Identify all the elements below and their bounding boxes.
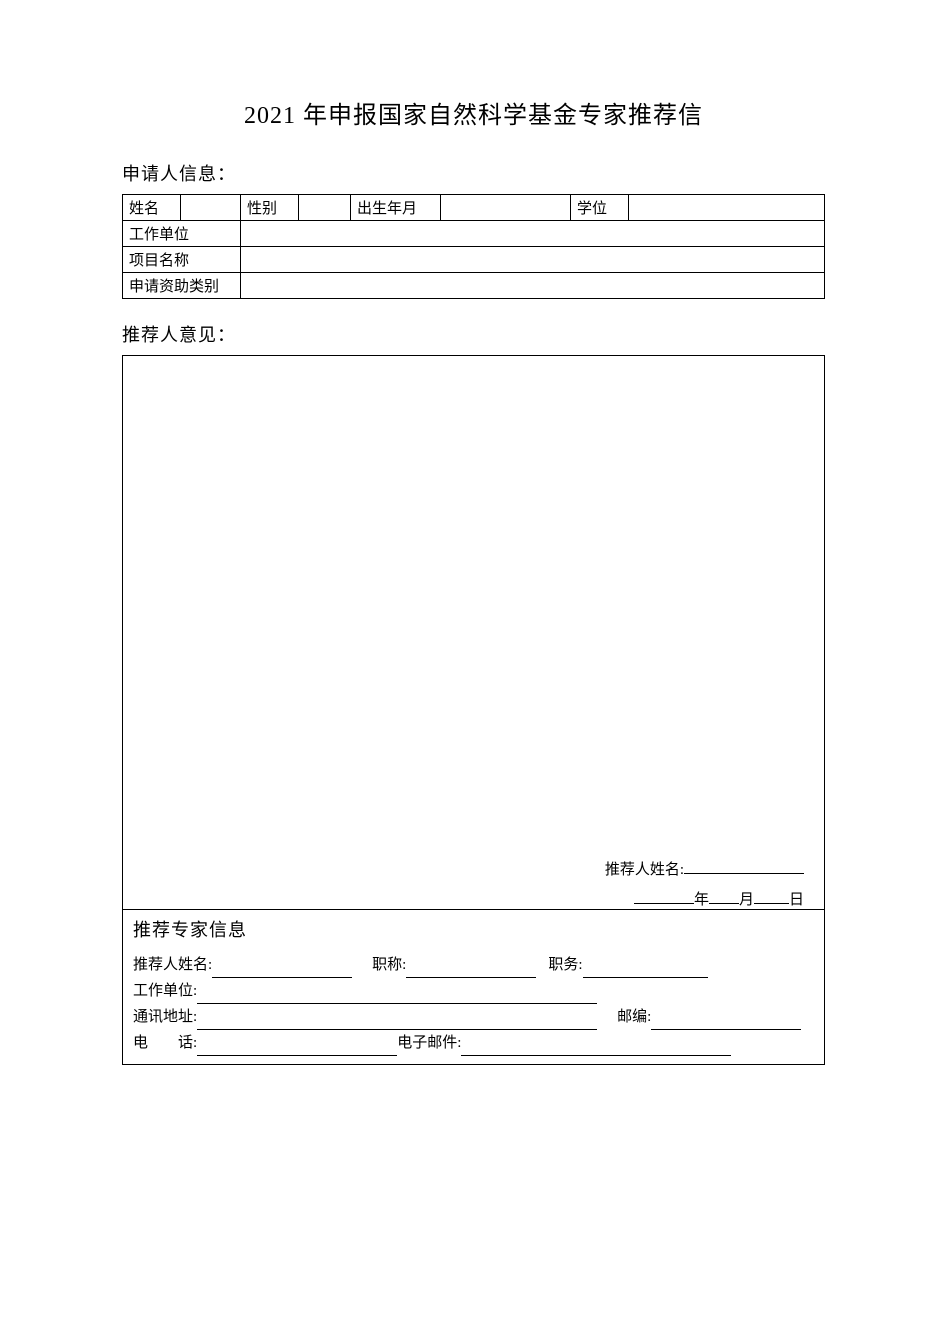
applicant-section-heading: 申请人信息： xyxy=(122,160,825,186)
opinion-box: 推荐人姓名: 年 月 日 推荐专家信息 推荐人姓名: 职称: 职务: 工作单位: 通讯地… xyxy=(122,355,825,1065)
month-label: 月 xyxy=(739,892,754,908)
expert-position-value[interactable] xyxy=(583,960,708,978)
expert-name-label: 推荐人姓名: xyxy=(133,957,212,973)
value-project-name[interactable] xyxy=(241,247,825,273)
label-project-name: 项目名称 xyxy=(123,247,241,273)
year-line[interactable] xyxy=(634,903,694,904)
expert-row-1: 推荐人姓名: 职称: 职务: xyxy=(133,952,814,978)
expert-row-3: 通讯地址: 邮编: xyxy=(133,1004,814,1030)
signature-line[interactable] xyxy=(684,873,804,874)
table-row: 姓名 性别 出生年月 学位 xyxy=(123,195,825,221)
label-birthdate: 出生年月 xyxy=(351,195,441,221)
value-name[interactable] xyxy=(181,195,241,221)
document-title: 2021 年申报国家自然科学基金专家推荐信 xyxy=(122,95,825,130)
expert-phone-value[interactable] xyxy=(197,1038,397,1056)
month-line[interactable] xyxy=(709,903,739,904)
expert-title-value[interactable] xyxy=(406,960,536,978)
label-name: 姓名 xyxy=(123,195,181,221)
year-label: 年 xyxy=(694,892,709,908)
label-gender: 性别 xyxy=(241,195,299,221)
value-degree[interactable] xyxy=(629,195,825,221)
table-row: 项目名称 xyxy=(123,247,825,273)
expert-workplace-label: 工作单位: xyxy=(133,983,197,999)
day-label: 日 xyxy=(789,892,804,908)
day-line[interactable] xyxy=(754,903,789,904)
expert-position-label: 职务: xyxy=(548,957,582,973)
signature-block: 推荐人姓名: xyxy=(605,856,804,884)
applicant-info-table: 姓名 性别 出生年月 学位 工作单位 项目名称 申请资助类别 xyxy=(122,194,825,299)
value-funding-category[interactable] xyxy=(241,273,825,299)
value-birthdate[interactable] xyxy=(441,195,571,221)
value-workplace[interactable] xyxy=(241,221,825,247)
signature-label: 推荐人姓名: xyxy=(605,862,684,878)
expert-email-value[interactable] xyxy=(461,1038,731,1056)
expert-address-value[interactable] xyxy=(197,1012,597,1030)
expert-email-label: 电子邮件: xyxy=(397,1035,461,1051)
expert-row-4: 电 话: 电子邮件: xyxy=(133,1030,814,1056)
label-workplace: 工作单位 xyxy=(123,221,241,247)
expert-title-label: 职称: xyxy=(372,957,406,973)
table-row: 申请资助类别 xyxy=(123,273,825,299)
label-degree: 学位 xyxy=(571,195,629,221)
expert-phone-label-prefix: 电 xyxy=(133,1035,148,1051)
expert-phone-label-suffix: 话: xyxy=(178,1035,197,1051)
date-line: 年月日 xyxy=(634,888,804,909)
expert-address-label: 通讯地址: xyxy=(133,1009,197,1025)
expert-info-section: 推荐专家信息 推荐人姓名: 职称: 职务: 工作单位: 通讯地址: 邮编: 电 话: 电子… xyxy=(123,909,824,1064)
expert-zip-value[interactable] xyxy=(651,1012,801,1030)
opinion-section-heading: 推荐人意见： xyxy=(122,321,825,347)
value-gender[interactable] xyxy=(299,195,351,221)
label-funding-category: 申请资助类别 xyxy=(123,273,241,299)
table-row: 工作单位 xyxy=(123,221,825,247)
expert-section-heading: 推荐专家信息 xyxy=(133,916,814,942)
expert-row-2: 工作单位: xyxy=(133,978,814,1004)
expert-zip-label: 邮编: xyxy=(617,1009,651,1025)
expert-name-value[interactable] xyxy=(212,960,352,978)
expert-workplace-value[interactable] xyxy=(197,986,597,1004)
page-container: 2021 年申报国家自然科学基金专家推荐信 申请人信息： 姓名 性别 出生年月 … xyxy=(0,0,945,1065)
